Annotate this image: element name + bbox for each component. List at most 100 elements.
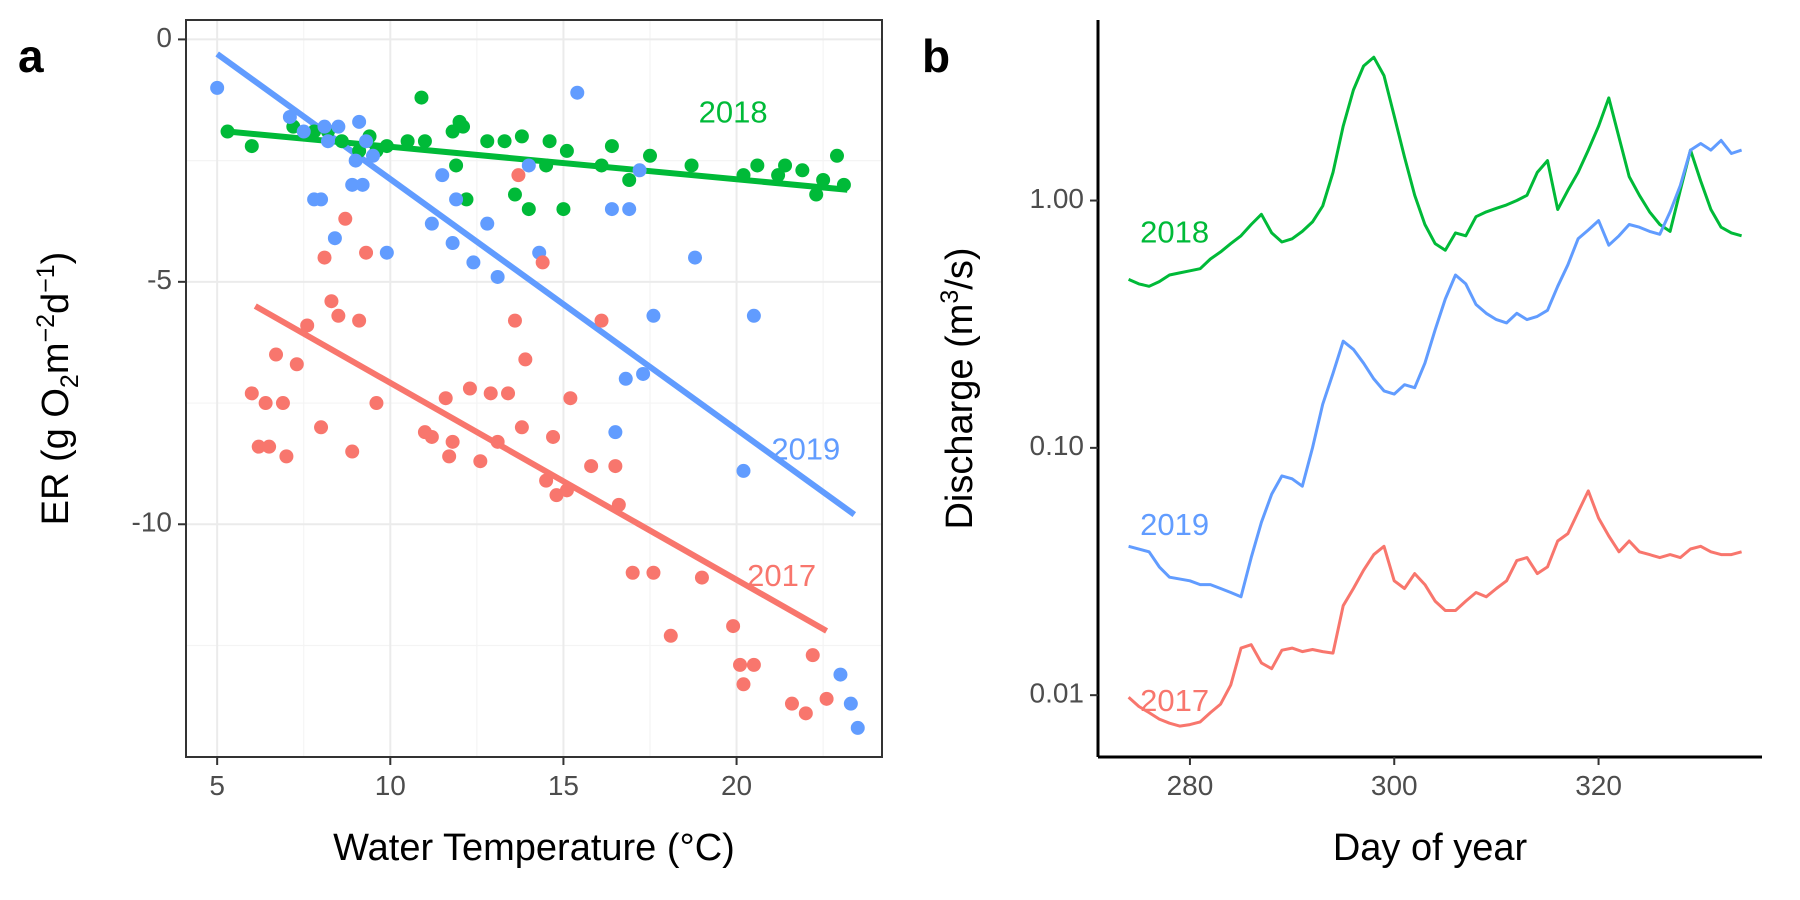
data-point-2018 xyxy=(836,177,851,192)
data-point-2019 xyxy=(327,231,342,246)
panel-a-chart: 2018 2019 2017 5 10 15 20 0 -5 -10 Water Tempera… xyxy=(32,19,883,869)
data-point-2018 xyxy=(400,134,415,149)
data-point-2018 xyxy=(379,139,394,154)
data-point-2019 xyxy=(850,720,865,735)
data-point-2018 xyxy=(736,168,751,183)
data-point-2018 xyxy=(417,134,432,149)
fit-line-2017 xyxy=(253,303,829,634)
data-point-2019 xyxy=(331,119,346,134)
data-point-2017 xyxy=(345,444,360,459)
discharge-line-2017 xyxy=(1127,489,1742,728)
panel-a-y-title-part: d xyxy=(35,293,77,314)
panel-a-y-axis-title: ER (g O2m−2d−1) xyxy=(32,252,84,526)
panel-b-x-axis-title: Day of year xyxy=(1333,827,1528,869)
data-point-2019 xyxy=(320,134,335,149)
y-tick-label: 1.00 xyxy=(1030,183,1085,214)
data-point-2019 xyxy=(646,308,661,323)
data-point-2017 xyxy=(331,308,346,323)
data-point-2017 xyxy=(442,449,457,464)
data-point-2019 xyxy=(466,255,481,270)
data-point-2019 xyxy=(445,236,460,251)
data-point-2017 xyxy=(483,386,498,401)
data-point-2019 xyxy=(282,109,297,124)
data-point-2019 xyxy=(317,119,332,134)
data-point-2017 xyxy=(518,352,533,367)
data-point-2017 xyxy=(625,565,640,580)
series-label-2017: 2017 xyxy=(1140,683,1209,718)
data-point-2018 xyxy=(643,148,657,163)
data-point-2018 xyxy=(684,158,699,173)
x-tick-label: 280 xyxy=(1167,770,1214,801)
discharge-line-2019 xyxy=(1128,138,1743,599)
x-tick-label: 300 xyxy=(1371,770,1418,801)
data-point-2019 xyxy=(345,177,360,192)
panel-a-y-title-sup: −2 xyxy=(32,314,60,343)
panel-b-chart: 2018 2019 2017 280 300 320 1.00 0.10 0.01 Day o… xyxy=(936,20,1762,869)
data-point-2017 xyxy=(563,391,578,406)
data-point-2018 xyxy=(456,119,471,134)
panel-b-tag: b xyxy=(922,30,950,82)
data-point-2017 xyxy=(549,488,564,503)
data-point-2019 xyxy=(348,153,363,168)
data-point-2018 xyxy=(604,139,619,154)
panel-a-ticks: 5 10 15 20 0 -5 -10 xyxy=(132,22,753,801)
data-point-2018 xyxy=(244,139,259,154)
panel-b-series-labels: 2018 2019 2017 xyxy=(1140,215,1209,719)
data-point-2018 xyxy=(307,124,322,139)
data-point-2018 xyxy=(771,168,786,183)
data-point-2017 xyxy=(726,619,741,634)
data-point-2017 xyxy=(324,294,339,309)
panel-b-axes xyxy=(1096,20,1762,759)
data-point-2017 xyxy=(424,429,439,444)
data-point-2019 xyxy=(833,667,848,682)
data-point-2017 xyxy=(369,396,384,411)
data-point-2017 xyxy=(559,483,574,498)
data-point-2017 xyxy=(511,168,526,183)
panel-b-y-title-part: /s) xyxy=(939,247,981,289)
data-point-2019 xyxy=(352,114,367,129)
data-point-2018 xyxy=(539,158,554,173)
data-point-2019 xyxy=(632,163,647,178)
data-point-2017 xyxy=(244,386,259,401)
data-point-2017 xyxy=(733,657,748,672)
data-point-2017 xyxy=(746,657,761,672)
data-point-2017 xyxy=(501,386,516,401)
data-point-2017 xyxy=(805,648,820,663)
data-point-2019 xyxy=(424,216,439,231)
data-point-2017 xyxy=(608,459,623,474)
series-label-2018: 2018 xyxy=(699,95,768,130)
data-point-2017 xyxy=(289,357,304,372)
data-point-2017 xyxy=(490,434,505,449)
data-point-2017 xyxy=(462,381,477,396)
data-point-2017 xyxy=(584,459,599,474)
data-point-2018 xyxy=(514,129,529,144)
data-point-2019 xyxy=(736,463,751,478)
data-point-2017 xyxy=(352,313,367,328)
data-point-2018 xyxy=(521,202,536,217)
y-tick-label: 0.01 xyxy=(1030,678,1085,709)
y-tick-label: -5 xyxy=(147,264,172,295)
data-point-2018 xyxy=(334,134,349,149)
data-point-2017 xyxy=(258,396,273,411)
data-point-2017 xyxy=(819,691,834,706)
data-point-2017 xyxy=(646,565,661,580)
data-point-2018 xyxy=(559,143,574,158)
panel-a-frame xyxy=(185,19,883,758)
data-point-2018 xyxy=(622,173,637,188)
series-label-2019: 2019 xyxy=(771,432,840,467)
panel-b-y-axis-title: Discharge (m3/s) xyxy=(936,247,981,529)
panel-b-y-title-part: Discharge (m xyxy=(939,304,981,530)
panel-a-points xyxy=(210,80,865,735)
x-tick-label: 5 xyxy=(209,770,225,801)
data-point-2018 xyxy=(459,192,474,207)
data-point-2017 xyxy=(663,628,678,643)
data-point-2019 xyxy=(490,269,505,284)
data-point-2018 xyxy=(414,90,429,105)
data-point-2018 xyxy=(778,158,793,173)
data-point-2017 xyxy=(359,245,374,260)
data-point-2019 xyxy=(314,192,329,207)
data-point-2017 xyxy=(300,318,315,333)
data-point-2019 xyxy=(746,308,761,323)
data-point-2017 xyxy=(539,473,554,488)
data-point-2017 xyxy=(338,211,353,226)
